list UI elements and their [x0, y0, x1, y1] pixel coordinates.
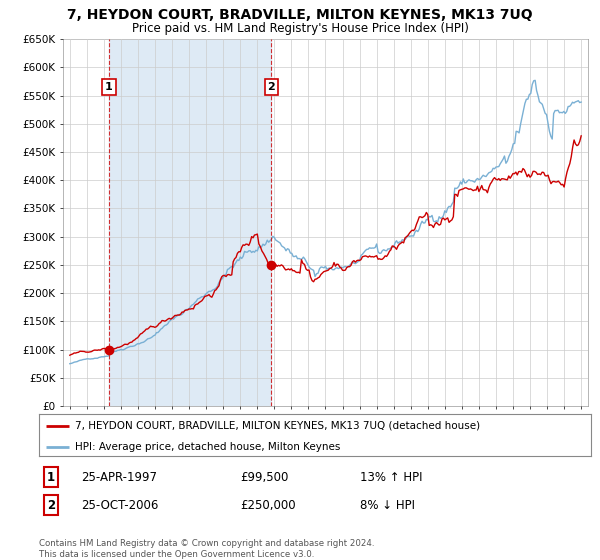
- Text: Price paid vs. HM Land Registry's House Price Index (HPI): Price paid vs. HM Land Registry's House …: [131, 22, 469, 35]
- Text: £99,500: £99,500: [240, 470, 289, 484]
- Bar: [109, 39, 271, 406]
- Text: HPI: Average price, detached house, Milton Keynes: HPI: Average price, detached house, Milt…: [75, 442, 340, 452]
- Text: 25-APR-1997: 25-APR-1997: [81, 470, 157, 484]
- Text: 8% ↓ HPI: 8% ↓ HPI: [360, 498, 415, 512]
- Text: 2: 2: [47, 498, 55, 512]
- Text: £250,000: £250,000: [240, 498, 296, 512]
- Text: 1: 1: [47, 470, 55, 484]
- Text: 13% ↑ HPI: 13% ↑ HPI: [360, 470, 422, 484]
- Text: 7, HEYDON COURT, BRADVILLE, MILTON KEYNES, MK13 7UQ (detached house): 7, HEYDON COURT, BRADVILLE, MILTON KEYNE…: [75, 421, 480, 431]
- Text: 2: 2: [268, 82, 275, 92]
- Text: 1: 1: [105, 82, 113, 92]
- Text: Contains HM Land Registry data © Crown copyright and database right 2024.
This d: Contains HM Land Registry data © Crown c…: [39, 539, 374, 559]
- Text: 25-OCT-2006: 25-OCT-2006: [81, 498, 158, 512]
- Text: 7, HEYDON COURT, BRADVILLE, MILTON KEYNES, MK13 7UQ: 7, HEYDON COURT, BRADVILLE, MILTON KEYNE…: [67, 8, 533, 22]
